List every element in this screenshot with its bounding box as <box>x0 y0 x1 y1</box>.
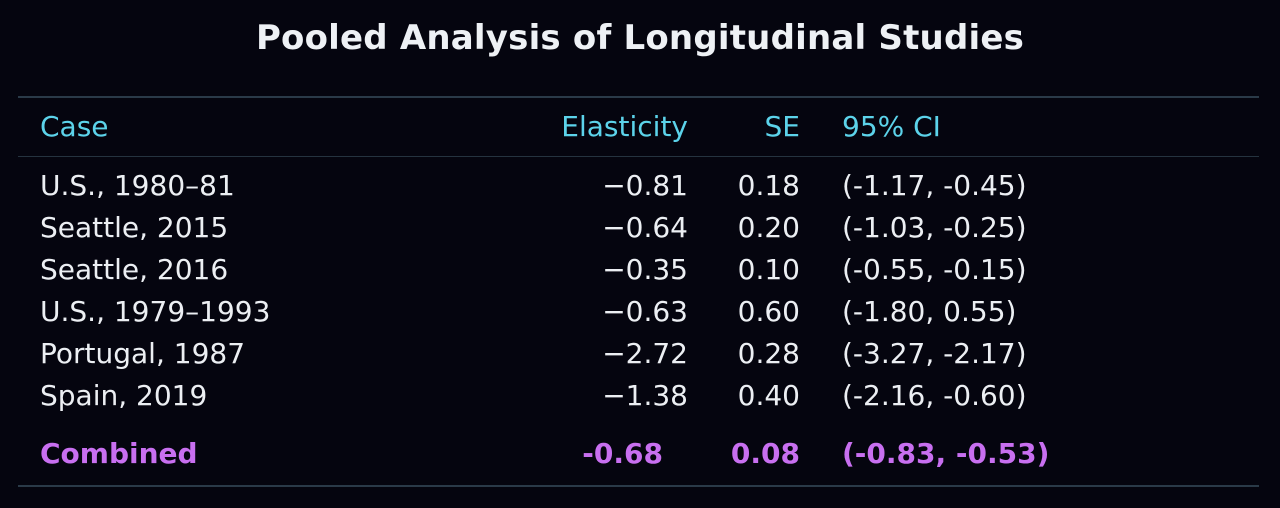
row-se: 0.18 <box>737 169 800 202</box>
row-case: Seattle, 2015 <box>40 211 229 244</box>
table-header-rule <box>18 156 1259 157</box>
row-ci: (-1.80, 0.55) <box>842 295 1017 328</box>
combined-case: Combined <box>40 437 198 470</box>
row-se: 0.40 <box>737 379 800 412</box>
row-ci: (-3.27, -2.17) <box>842 337 1027 370</box>
row-ci: (-1.17, -0.45) <box>842 169 1027 202</box>
column-header-case: Case <box>40 110 109 143</box>
combined-elasticity: -0.68 <box>582 437 663 470</box>
row-elasticity: −0.63 <box>602 295 688 328</box>
row-case: U.S., 1980–81 <box>40 169 235 202</box>
row-case: Portugal, 1987 <box>40 337 246 370</box>
row-elasticity: −0.64 <box>602 211 688 244</box>
row-ci: (-0.55, -0.15) <box>842 253 1027 286</box>
page-title: Pooled Analysis of Longitudinal Studies <box>255 18 1025 58</box>
row-se: 0.20 <box>737 211 800 244</box>
row-elasticity: −0.81 <box>602 169 688 202</box>
column-header-ci: 95% CI <box>842 110 941 143</box>
column-header-elasticity: Elasticity <box>561 110 688 143</box>
row-ci: (-2.16, -0.60) <box>842 379 1027 412</box>
row-elasticity: −1.38 <box>602 379 688 412</box>
combined-se: 0.08 <box>730 437 800 470</box>
row-case: Spain, 2019 <box>40 379 208 412</box>
row-ci: (-1.03, -0.25) <box>842 211 1027 244</box>
row-case: Seattle, 2016 <box>40 253 229 286</box>
row-se: 0.60 <box>737 295 800 328</box>
combined-ci: (-0.83, -0.53) <box>842 437 1050 470</box>
table-bottom-rule <box>18 485 1259 487</box>
table-top-rule <box>18 96 1259 98</box>
row-elasticity: −0.35 <box>602 253 688 286</box>
row-se: 0.10 <box>737 253 800 286</box>
row-se: 0.28 <box>737 337 800 370</box>
column-header-se: SE <box>764 110 800 143</box>
row-elasticity: −2.72 <box>602 337 688 370</box>
row-case: U.S., 1979–1993 <box>40 295 271 328</box>
